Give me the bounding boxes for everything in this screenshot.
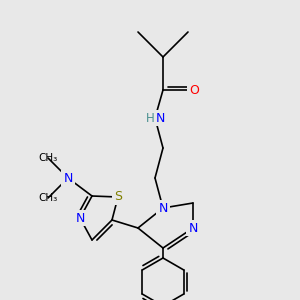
Text: N: N — [158, 202, 168, 214]
Text: H: H — [146, 112, 155, 124]
Text: N: N — [75, 212, 85, 224]
Text: N: N — [63, 172, 73, 184]
Text: CH₃: CH₃ — [38, 193, 58, 203]
Text: N: N — [188, 221, 198, 235]
Text: N: N — [156, 112, 165, 124]
Text: S: S — [114, 190, 122, 203]
Text: CH₃: CH₃ — [38, 153, 58, 163]
Text: O: O — [189, 83, 199, 97]
